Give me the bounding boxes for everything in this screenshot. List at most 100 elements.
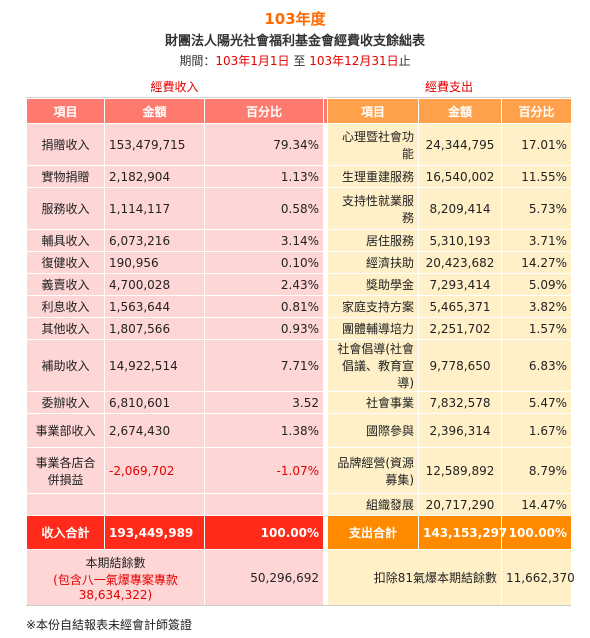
- income-item: 服務收入: [26, 187, 105, 230]
- table-row: 事業各店合併損益 -2,069,702 -1.07% 品牌經營(資源募集) 12,589…: [26, 447, 572, 494]
- income-pct: -1.07%: [204, 447, 324, 494]
- expense-pct: 1.67%: [501, 413, 572, 448]
- expense-amount: 7,293,414: [418, 273, 502, 296]
- expense-pct: 17.01%: [501, 123, 572, 166]
- income-pct: 3.14%: [204, 229, 324, 252]
- income-pct: 1.13%: [204, 165, 324, 188]
- expense-total-amount: 143,153,297: [418, 515, 507, 550]
- expense-amount: 2,251,702: [418, 317, 502, 340]
- income-pct: 0.93%: [204, 317, 324, 340]
- income-col-item: 項目: [26, 98, 105, 124]
- expense-col-item: 項目: [327, 98, 419, 124]
- table-row: 組織發展 20,717,290 14.47%: [26, 493, 572, 516]
- expense-pct: 14.27%: [501, 251, 572, 274]
- income-amount: 1,807,566: [104, 317, 205, 340]
- table-header-row: 項目 金額 百分比 項目 金額 百分比: [26, 98, 572, 124]
- period-start: 103年1月1日: [215, 54, 290, 68]
- table-row: 復健收入 190,956 0.10% 經濟扶助 20,423,682 14.27%: [26, 251, 572, 274]
- income-item: 補助收入: [26, 339, 105, 392]
- expense-item: 獎助學金: [327, 273, 419, 296]
- expense-item: 組織發展: [327, 493, 419, 516]
- expense-item: 團體輔導培力: [327, 317, 419, 340]
- expense-pct: 1.57%: [501, 317, 572, 340]
- income-empty-cell: [204, 493, 324, 516]
- income-expense-table: 項目 金額 百分比 項目 金額 百分比 捐贈收入 153,479,715 79.34…: [26, 98, 575, 606]
- expense-item: 社會事業: [327, 391, 419, 414]
- table-row: 委辦收入 6,810,601 3.52 社會事業 7,832,578 5.47%: [26, 391, 572, 414]
- expense-amount: 9,778,650: [418, 339, 502, 392]
- expense-amount: 16,540,002: [418, 165, 502, 188]
- income-item: 其他收入: [26, 317, 105, 340]
- table-row: 捐贈收入 153,479,715 79.34% 心理暨社會功能 24,344,795 17…: [26, 123, 572, 166]
- income-amount: 6,810,601: [104, 391, 205, 414]
- income-balance-amount: 50,296,692: [204, 549, 324, 606]
- income-pct: 0.58%: [204, 187, 324, 230]
- table-row: 其他收入 1,807,566 0.93% 團體輔導培力 2,251,702 1.57%: [26, 317, 572, 340]
- income-col-amount: 金額: [104, 98, 205, 124]
- income-pct: 79.34%: [204, 123, 324, 166]
- table-row: 事業部收入 2,674,430 1.38% 國際參與 2,396,314 1.67%: [26, 413, 572, 448]
- income-item: 捐贈收入: [26, 123, 105, 166]
- expense-item: 國際參與: [327, 413, 419, 448]
- expense-amount: 2,396,314: [418, 413, 502, 448]
- expense-amount: 5,310,193: [418, 229, 502, 252]
- income-amount: 14,922,514: [104, 339, 205, 392]
- expense-amount: 20,423,682: [418, 251, 502, 274]
- expense-pct: 3.71%: [501, 229, 572, 252]
- expense-total-label: 支出合計: [327, 515, 419, 550]
- expense-pct: 14.47%: [501, 493, 572, 516]
- income-total-pct: 100.00%: [204, 515, 324, 550]
- report-year: 103年度: [264, 10, 326, 28]
- income-item: 義賣收入: [26, 273, 105, 296]
- income-item: 輔具收入: [26, 229, 105, 252]
- income-total-amount: 193,449,989: [104, 515, 205, 550]
- income-balance-note: (包含八一氣爆專案專款38,634,322): [53, 572, 178, 602]
- income-item: 事業各店合併損益: [26, 447, 105, 494]
- income-empty-cell: [26, 493, 105, 516]
- expense-amount: 7,832,578: [418, 391, 502, 414]
- expense-pct: 11.55%: [501, 165, 572, 188]
- expense-amount: 5,465,371: [418, 295, 502, 318]
- expense-item: 心理暨社會功能: [327, 123, 419, 166]
- income-item: 利息收入: [26, 295, 105, 318]
- income-empty-cell: [104, 493, 205, 516]
- expense-amount: 24,344,795: [418, 123, 502, 166]
- expense-item: 生理重建服務: [327, 165, 419, 188]
- income-pct: 1.38%: [204, 413, 324, 448]
- expense-item: 家庭支持方案: [327, 295, 419, 318]
- income-amount: 2,182,904: [104, 165, 205, 188]
- income-amount: -2,069,702: [104, 447, 205, 494]
- table-row: 補助收入 14,922,514 7.71% 社會倡導(社會倡議、教育宣導) 9,778,…: [26, 339, 572, 392]
- period-prefix: 期間：: [179, 54, 216, 68]
- report-title: 財團法人陽光社會福利基金會經費收支餘絀表: [164, 34, 425, 49]
- income-section-title: 經費收入: [26, 77, 323, 98]
- expense-item: 居住服務: [327, 229, 419, 252]
- income-amount: 4,700,028: [104, 273, 205, 296]
- table-body: 項目 金額 百分比 項目 金額 百分比 捐贈收入 153,479,715 79.34…: [26, 98, 575, 606]
- income-item: 委辦收入: [26, 391, 105, 414]
- income-pct: 3.52: [204, 391, 324, 414]
- income-item: 復健收入: [26, 251, 105, 274]
- expense-col-amount: 金額: [418, 98, 502, 124]
- expense-amount: 12,589,892: [418, 447, 502, 494]
- report-period: 期間：103年1月1日 至 103年12月31日止: [0, 52, 590, 69]
- expense-pct: 8.79%: [501, 447, 572, 494]
- income-item: 實物捐贈: [26, 165, 105, 188]
- expense-amount: 8,209,414: [418, 187, 502, 230]
- income-total-label: 收入合計: [26, 515, 105, 550]
- expense-col-pct: 百分比: [501, 98, 572, 124]
- expense-section-title: 經費支出: [327, 77, 571, 98]
- expense-balance-amount: 11,662,370: [501, 549, 575, 606]
- income-amount: 1,563,644: [104, 295, 205, 318]
- expense-pct: 3.82%: [501, 295, 572, 318]
- total-row: 收入合計 193,449,989 100.00% 支出合計 143,153,29…: [26, 515, 572, 550]
- income-amount: 190,956: [104, 251, 205, 274]
- expense-balance-label: 扣除81氣爆本期結餘數: [327, 549, 502, 606]
- expense-amount: 20,717,290: [418, 493, 502, 516]
- income-amount: 1,114,117: [104, 187, 205, 230]
- income-amount: 153,479,715: [104, 123, 205, 166]
- income-balance-cell: 本期結餘數 (包含八一氣爆專案專款38,634,322): [26, 549, 205, 606]
- income-pct: 7.71%: [204, 339, 324, 392]
- balance-row: 本期結餘數 (包含八一氣爆專案專款38,634,322) 50,296,692 …: [26, 549, 575, 606]
- table-row: 實物捐贈 2,182,904 1.13% 生理重建服務 16,540,002 11.55%: [26, 165, 572, 188]
